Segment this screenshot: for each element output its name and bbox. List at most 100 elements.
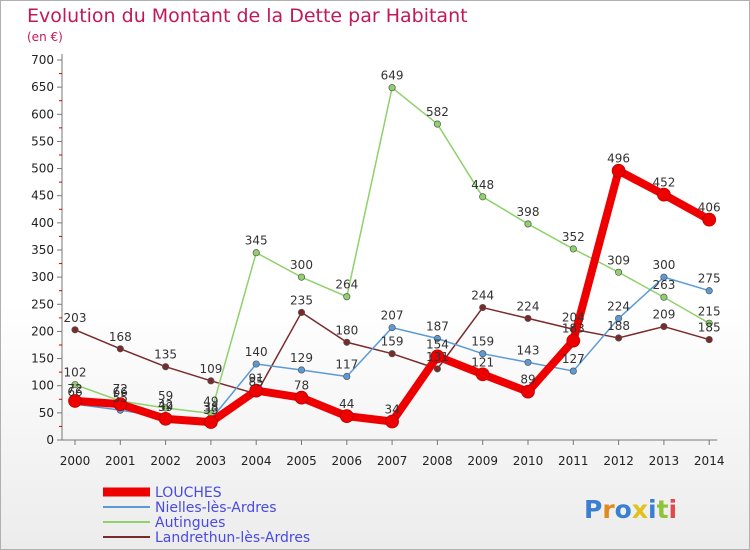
x-tick-label: 2011: [558, 454, 589, 468]
data-point: [204, 415, 218, 429]
y-tick-label: 400: [31, 216, 54, 230]
data-label: 203: [64, 311, 87, 325]
x-tick-label: 2003: [196, 454, 227, 468]
data-label: 78: [294, 379, 309, 393]
data-label: 215: [698, 304, 721, 318]
data-point: [162, 404, 170, 412]
data-label: 42: [158, 398, 173, 412]
data-point: [339, 409, 354, 423]
data-point: [294, 390, 309, 405]
data-label: 143: [517, 343, 540, 357]
y-tick-label: 350: [31, 243, 54, 257]
data-labels: 203 168 135 109 85 235 180 159 131 244 224 204 188 20…: [64, 69, 721, 417]
data-label: 109: [199, 362, 222, 376]
data-label: 183: [562, 322, 585, 336]
data-label: 33: [203, 403, 218, 417]
data-point: [569, 367, 577, 375]
x-tick-label: 2009: [467, 454, 498, 468]
data-point: [611, 163, 626, 178]
data-label: 235: [290, 293, 313, 307]
data-label: 44: [339, 397, 354, 411]
legend: LOUCHESNielles-lès-ArdresAutinguesLandre…: [103, 485, 310, 546]
data-label: 154: [426, 337, 449, 351]
data-label: 275: [698, 272, 721, 286]
data-point: [702, 212, 717, 227]
data-point: [343, 293, 351, 301]
data-label: 159: [471, 335, 494, 349]
data-point: [657, 187, 671, 202]
data-point: [71, 381, 79, 389]
chart-title: Evolution du Montant de la Dette par Hab…: [27, 5, 468, 27]
data-point: [297, 273, 306, 281]
proxiti-logo: Proxiti: [584, 495, 677, 524]
data-label: 168: [109, 330, 132, 344]
y-tick-label: 50: [39, 406, 54, 420]
data-label: 352: [562, 230, 585, 244]
x-tick-label: 2008: [422, 454, 453, 468]
data-point: [475, 367, 490, 382]
data-label: 127: [562, 352, 585, 366]
data-point: [433, 365, 441, 373]
data-point: [252, 249, 260, 257]
y-tick-label: 200: [31, 324, 54, 338]
series-line: [74, 86, 710, 415]
legend-label: Nielles-lès-Ardres: [155, 500, 277, 516]
legend-label: Autingues: [155, 515, 225, 531]
data-point: [615, 314, 623, 322]
data-label: 159: [381, 335, 404, 349]
data-label: 140: [245, 345, 268, 359]
data-point: [524, 220, 532, 228]
data-label: 187: [426, 319, 449, 333]
data-label: 39: [158, 400, 173, 414]
data-label: 224: [607, 299, 630, 313]
y-tick-label: 550: [31, 134, 54, 148]
data-point: [524, 314, 532, 322]
data-point: [479, 303, 487, 312]
data-label: 38: [203, 400, 218, 414]
data-point: [479, 350, 487, 358]
data-point: [113, 397, 128, 412]
x-tick-label: 2006: [332, 454, 363, 468]
y-tick-label: 150: [31, 352, 54, 366]
data-label: 59: [158, 389, 173, 403]
data-point: [566, 333, 581, 348]
data-label: 85: [249, 375, 264, 389]
data-point: [116, 345, 124, 353]
data-label: 117: [335, 357, 358, 371]
data-label: 72: [67, 382, 82, 396]
data-point: [615, 334, 623, 342]
x-tick-label: 2000: [60, 454, 91, 468]
data-point: [660, 322, 668, 331]
data-label: 452: [652, 176, 675, 190]
data-point: [252, 360, 260, 368]
data-point: [343, 338, 351, 346]
x-tick-label: 2001: [105, 454, 136, 468]
data-label: 129: [290, 351, 313, 365]
data-label: 244: [471, 289, 494, 303]
data-point: [388, 84, 396, 92]
data-label: 89: [520, 373, 535, 387]
data-label: 398: [517, 205, 540, 219]
data-point: [343, 372, 351, 381]
chart-subtitle: (en €): [27, 30, 63, 44]
x-tick-label: 2004: [241, 454, 272, 468]
data-label: 406: [698, 201, 721, 215]
legend-label: LOUCHES: [155, 485, 222, 501]
data-point: [705, 336, 713, 344]
data-label: 264: [335, 278, 358, 292]
data-point: [71, 326, 79, 334]
data-point: [385, 414, 399, 429]
y-tick-label: 100: [31, 379, 54, 393]
data-label: 204: [562, 310, 585, 324]
data-label: 224: [517, 299, 540, 313]
y-tick-label: 600: [31, 107, 54, 121]
data-label: 582: [426, 105, 449, 119]
data-label: 448: [471, 178, 494, 192]
data-point: [569, 245, 577, 253]
y-tick-label: 450: [31, 189, 54, 203]
data-point: [705, 287, 713, 295]
data-point: [249, 383, 264, 398]
y-tick-label: 250: [31, 297, 54, 311]
data-point: [162, 363, 170, 371]
